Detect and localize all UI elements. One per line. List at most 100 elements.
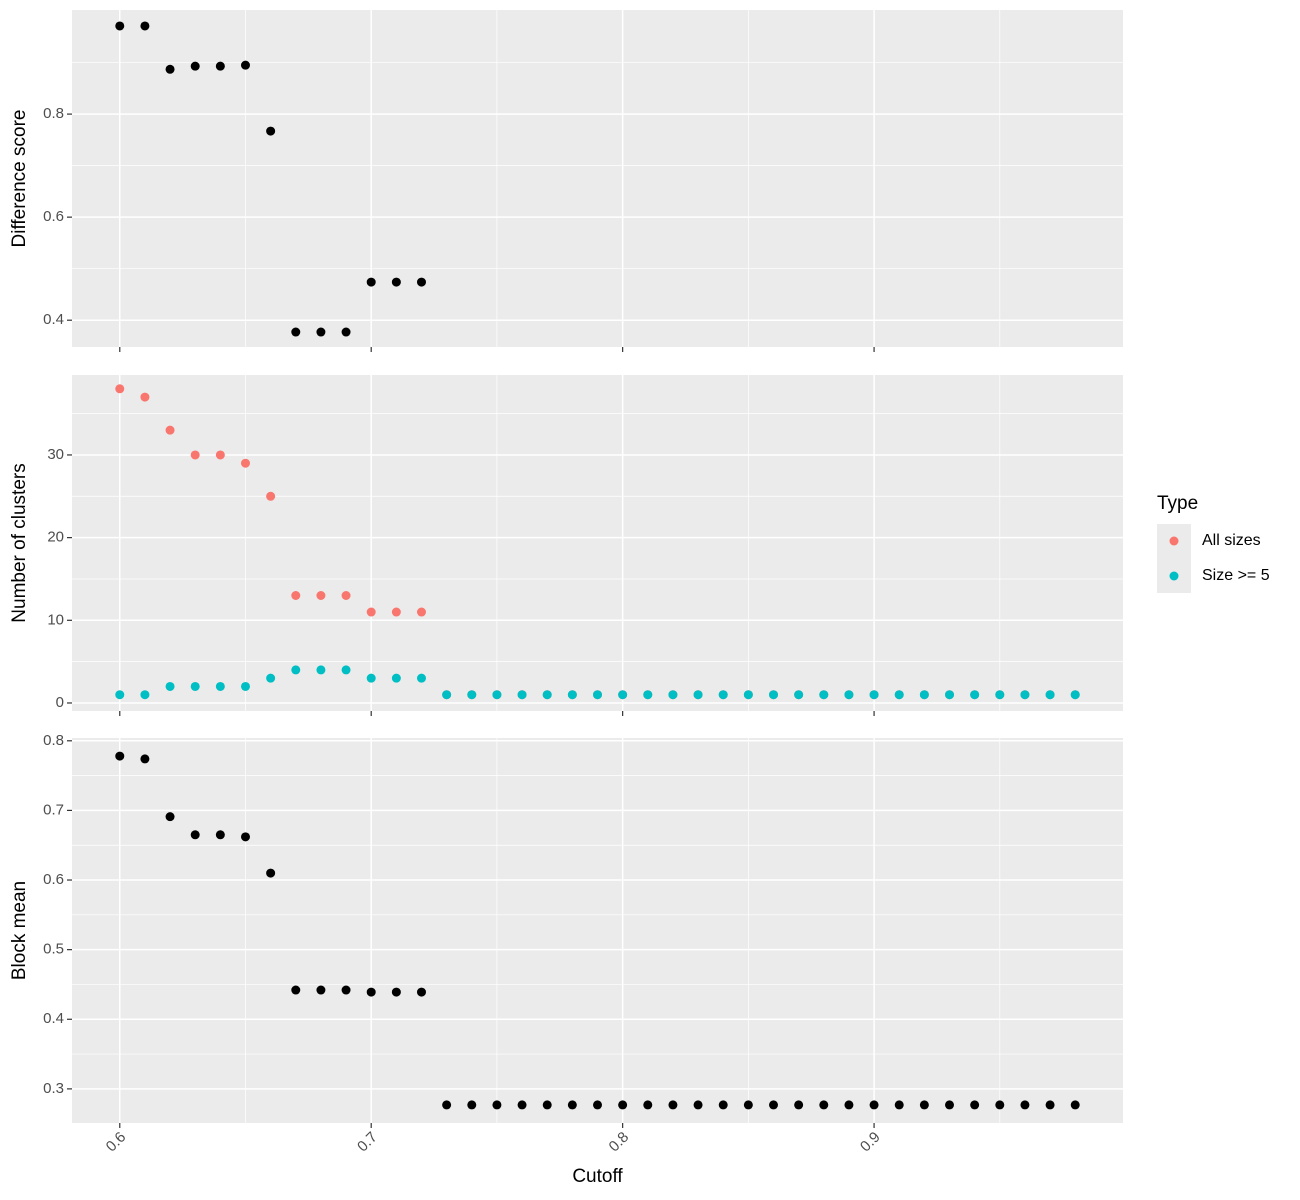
point [165, 425, 175, 435]
point [165, 681, 175, 691]
point [291, 327, 301, 337]
point [567, 690, 577, 700]
x-axis-title: Cutoff [572, 1166, 623, 1187]
point [894, 1100, 904, 1110]
point [743, 690, 753, 700]
legend-marker [1169, 571, 1179, 581]
point [316, 985, 326, 995]
point [819, 690, 829, 700]
point [165, 64, 175, 74]
point [416, 277, 426, 287]
point [945, 1100, 955, 1110]
point [1020, 1100, 1030, 1110]
point [391, 673, 401, 683]
point [266, 491, 276, 501]
point [618, 1100, 628, 1110]
point [190, 450, 200, 460]
panel-background [72, 375, 1123, 711]
point [869, 1100, 879, 1110]
point [743, 1100, 753, 1110]
point [517, 690, 527, 700]
point [240, 60, 250, 70]
y-tick-label: 30 [47, 446, 64, 463]
point [215, 61, 225, 71]
point [643, 690, 653, 700]
point [366, 987, 376, 997]
point [769, 1100, 779, 1110]
y-tick-label: 0.5 [43, 941, 64, 958]
point [995, 690, 1005, 700]
point [467, 1100, 477, 1110]
point [517, 1100, 527, 1110]
point [970, 1100, 980, 1110]
point [391, 987, 401, 997]
point [266, 673, 276, 683]
point [593, 1100, 602, 1110]
y-tick-label: 20 [47, 529, 64, 546]
point [1045, 1100, 1055, 1110]
y-tick-label: 0.3 [43, 1080, 64, 1097]
legend-marker [1169, 536, 1179, 546]
point [643, 1100, 653, 1110]
point [115, 751, 125, 761]
point [794, 1100, 804, 1110]
point [718, 690, 728, 700]
y-tick-label: 10 [47, 611, 64, 628]
point [240, 832, 250, 842]
point [391, 277, 401, 287]
panel-background [72, 738, 1123, 1123]
point [467, 690, 477, 700]
point [945, 690, 955, 700]
legend-key-background [1157, 524, 1191, 593]
point [416, 673, 426, 683]
point [693, 1100, 703, 1110]
point [341, 665, 351, 675]
x-tick-label: 0.9 [857, 1129, 884, 1156]
point [316, 665, 326, 675]
point [995, 1100, 1005, 1110]
point [366, 277, 376, 287]
point [341, 591, 351, 600]
point [919, 690, 929, 700]
point [567, 1100, 577, 1110]
point [215, 830, 225, 840]
point [618, 690, 628, 700]
point [844, 690, 854, 700]
panel-background [72, 10, 1123, 347]
point [266, 868, 276, 878]
point [693, 690, 703, 700]
point [140, 690, 150, 700]
point [240, 458, 250, 468]
point [240, 681, 250, 691]
point [140, 392, 150, 402]
point [542, 690, 552, 700]
point [316, 591, 326, 600]
point [291, 665, 301, 675]
x-tick-label: 0.8 [606, 1129, 633, 1156]
point [718, 1100, 728, 1110]
point [668, 690, 678, 700]
y-tick-label: 0.8 [43, 732, 64, 749]
point [869, 690, 879, 700]
point [1020, 690, 1030, 700]
y-axis-title: Block mean [9, 881, 30, 980]
point [1070, 1100, 1080, 1110]
point [190, 681, 200, 691]
point [442, 690, 452, 700]
point [190, 830, 200, 840]
x-tick-label: 0.7 [354, 1129, 381, 1156]
point [492, 690, 502, 700]
y-axis-title: Number of clusters [9, 463, 30, 622]
y-tick-label: 0.8 [43, 105, 64, 122]
y-tick-label: 0.7 [43, 801, 64, 818]
point [894, 690, 904, 700]
point [769, 690, 779, 700]
point [291, 591, 301, 600]
y-tick-label: 0.6 [43, 208, 64, 225]
point [341, 985, 351, 995]
point [668, 1100, 678, 1110]
point [215, 681, 225, 691]
y-axis-title: Difference score [9, 110, 30, 248]
point [1070, 690, 1080, 700]
